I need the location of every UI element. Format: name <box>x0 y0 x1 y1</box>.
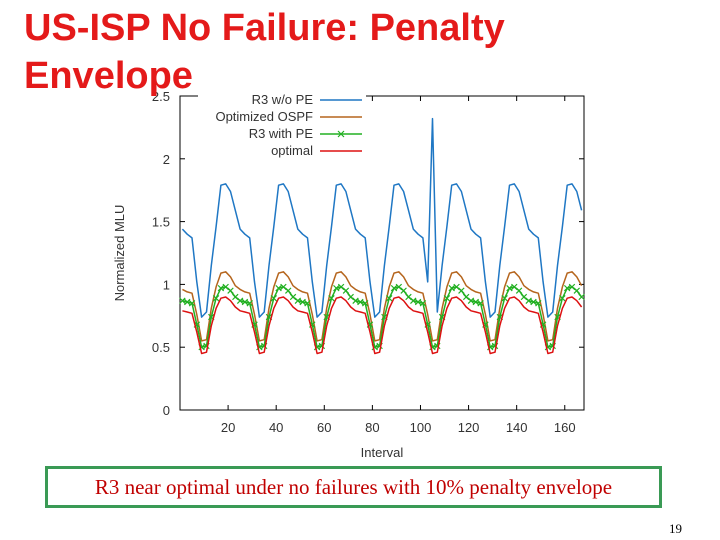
x-tick-label: 80 <box>365 420 379 435</box>
x-tick-label: 20 <box>221 420 235 435</box>
data-point-r3-with-pe <box>232 293 239 301</box>
x-axis-label: Interval <box>361 445 404 460</box>
data-point-r3-with-pe <box>280 283 287 291</box>
series-layer <box>179 117 585 355</box>
x-tick-label: 60 <box>317 420 331 435</box>
data-point-r3-with-pe <box>241 298 249 306</box>
data-point-r3-with-pe <box>390 284 398 292</box>
data-point-r3-with-pe <box>299 298 306 306</box>
data-point-r3-with-pe <box>337 283 345 291</box>
x-tick-label: 120 <box>458 420 480 435</box>
y-tick-label: 2 <box>163 152 170 167</box>
y-tick-label: 1.5 <box>152 215 170 230</box>
data-point-r3-with-pe <box>568 283 576 291</box>
data-point-r3-with-pe <box>361 300 369 307</box>
caption-box: R3 near optimal under no failures with 1… <box>45 466 662 508</box>
legend-bg-r3-w-o-pe <box>198 92 366 108</box>
data-point-r3-with-pe <box>294 297 302 304</box>
data-point-r3-with-pe <box>501 294 508 302</box>
data-point-r3-with-pe <box>410 297 417 304</box>
legend: R3 w/o PE Optimized OSPF R3 with PE optimal <box>198 92 366 159</box>
x-tick-label: 140 <box>506 420 528 435</box>
data-point-r3-with-pe <box>453 283 460 291</box>
legend-label-optimal: optimal <box>271 143 313 158</box>
x-tick-label: 100 <box>410 420 432 435</box>
legend-bg-optimal <box>198 143 366 159</box>
data-point-r3-with-pe <box>217 284 225 292</box>
x-axis-ticks: 20 40 60 80 100 120 140 160 <box>221 96 576 435</box>
legend-label-r3-with-pe: R3 with PE <box>249 126 314 141</box>
data-point-r3-with-pe <box>289 293 297 301</box>
data-point-r3-with-pe <box>270 294 278 302</box>
legend-label-r3-w-o-pe: R3 w/o PE <box>252 92 314 107</box>
page-number: 19 <box>669 521 682 536</box>
data-point-r3-with-pe <box>328 294 335 302</box>
data-point-r3-with-pe <box>472 298 480 306</box>
data-point-r3-with-pe <box>414 298 422 306</box>
data-point-r3-with-pe <box>458 287 465 294</box>
data-point-r3-with-pe <box>179 297 186 304</box>
caption-text: R3 near optimal under no failures with 1… <box>94 474 613 499</box>
data-point-r3-with-pe <box>525 297 532 304</box>
data-point-r3-with-pe <box>183 298 191 306</box>
data-point-r3-with-pe <box>467 297 475 304</box>
data-point-r3-with-pe <box>573 287 581 294</box>
legend-marker-r3-with-pe <box>337 130 345 138</box>
series-line-optimized-ospf <box>182 271 583 342</box>
data-point-r3-with-pe <box>530 298 537 306</box>
y-tick-label: 2.5 <box>152 89 170 104</box>
data-point-r3-with-pe <box>357 298 364 306</box>
data-point-r3-with-pe <box>448 284 455 292</box>
y-tick-label: 0 <box>163 403 170 418</box>
data-point-r3-with-pe <box>462 293 470 301</box>
data-point-r3-with-pe <box>347 293 354 301</box>
series-line-r3-w-o-pe <box>181 117 583 318</box>
data-point-r3-with-pe <box>395 283 403 291</box>
data-point-r3-with-pe <box>304 300 311 307</box>
data-point-r3-with-pe <box>342 287 350 294</box>
y-axis-label: Normalized MLU <box>112 205 127 302</box>
slide-title: US-ISP No Failure: Penalty Envelope <box>24 7 505 97</box>
data-point-r3-with-pe <box>284 287 292 294</box>
legend-bg-optimized-ospf <box>198 109 366 125</box>
data-point-r3-with-pe <box>275 284 282 292</box>
data-point-r3-with-pe <box>559 294 566 302</box>
data-point-r3-with-pe <box>511 283 518 291</box>
x-tick-label: 160 <box>554 420 576 435</box>
series-line-optimal <box>182 296 583 355</box>
data-point-r3-with-pe <box>515 287 523 294</box>
legend-label-optimized-ospf: Optimized OSPF <box>215 109 313 124</box>
data-point-r3-with-pe <box>352 297 359 304</box>
data-point-r3-with-pe <box>385 294 393 302</box>
data-point-r3-with-pe <box>535 300 542 307</box>
legend-bg-r3-with-pe <box>198 126 366 142</box>
data-point-r3-with-pe <box>405 293 412 301</box>
data-point-r3-with-pe <box>400 287 407 294</box>
data-point-r3-with-pe <box>419 300 427 307</box>
y-tick-label: 1 <box>163 277 170 292</box>
data-point-r3-with-pe <box>333 284 340 292</box>
data-point-r3-with-pe <box>227 287 234 294</box>
plot-frame <box>179 95 585 411</box>
x-tick-label: 40 <box>269 420 283 435</box>
data-point-r3-with-pe <box>222 283 229 291</box>
y-tick-label: 0.5 <box>152 340 170 355</box>
data-point-r3-with-pe <box>578 293 585 301</box>
data-point-r3-with-pe <box>246 300 253 307</box>
data-point-r3-with-pe <box>443 294 451 302</box>
data-point-r3-with-pe <box>188 300 196 307</box>
data-point-r3-with-pe <box>563 284 571 292</box>
data-point-r3-with-pe <box>236 297 244 304</box>
data-point-r3-with-pe <box>212 294 220 302</box>
data-point-r3-with-pe <box>506 284 513 292</box>
data-point-r3-with-pe <box>477 300 484 307</box>
y-axis-ticks: 0 0.5 1 1.5 2 2.5 <box>152 89 584 418</box>
data-point-r3-with-pe <box>520 293 528 301</box>
